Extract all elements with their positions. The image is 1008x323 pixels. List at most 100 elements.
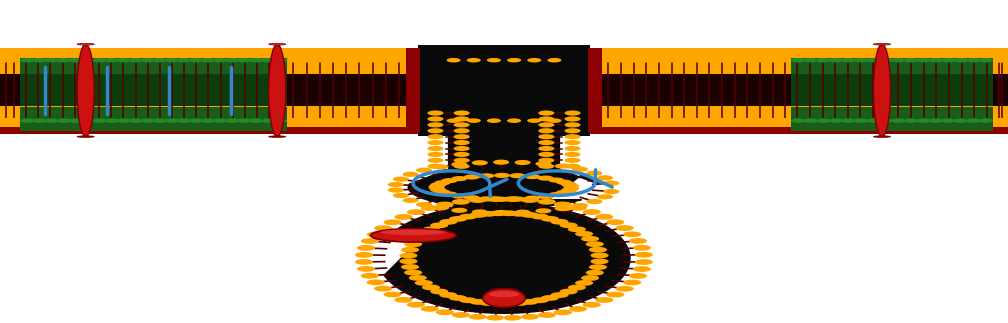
- FancyBboxPatch shape: [0, 48, 418, 132]
- Circle shape: [640, 119, 654, 123]
- Circle shape: [44, 58, 58, 62]
- Circle shape: [434, 180, 451, 185]
- Circle shape: [816, 58, 831, 62]
- Circle shape: [365, 119, 379, 123]
- Circle shape: [589, 247, 607, 253]
- Circle shape: [164, 58, 178, 62]
- Circle shape: [287, 58, 301, 62]
- FancyBboxPatch shape: [590, 48, 600, 132]
- Circle shape: [388, 182, 404, 187]
- Circle shape: [556, 180, 573, 185]
- Circle shape: [627, 58, 641, 62]
- Circle shape: [393, 177, 409, 182]
- Circle shape: [627, 119, 641, 123]
- Circle shape: [550, 292, 569, 298]
- Circle shape: [535, 161, 551, 166]
- Circle shape: [941, 119, 956, 123]
- Circle shape: [439, 219, 458, 225]
- Circle shape: [249, 58, 263, 62]
- Circle shape: [427, 116, 444, 121]
- Ellipse shape: [268, 44, 286, 137]
- Circle shape: [524, 174, 540, 179]
- Ellipse shape: [380, 229, 446, 235]
- Circle shape: [954, 58, 968, 62]
- Circle shape: [469, 299, 487, 305]
- Circle shape: [374, 286, 392, 292]
- Circle shape: [547, 58, 561, 62]
- Circle shape: [606, 219, 624, 225]
- Circle shape: [548, 177, 564, 182]
- Circle shape: [420, 205, 438, 211]
- Circle shape: [559, 222, 578, 228]
- Circle shape: [589, 264, 607, 270]
- Circle shape: [93, 119, 107, 123]
- Circle shape: [633, 245, 651, 251]
- Circle shape: [454, 110, 470, 116]
- Circle shape: [575, 280, 593, 286]
- Circle shape: [420, 306, 438, 312]
- Circle shape: [554, 206, 571, 211]
- Circle shape: [563, 183, 580, 189]
- Circle shape: [480, 211, 498, 217]
- Circle shape: [427, 140, 444, 145]
- FancyBboxPatch shape: [20, 75, 287, 106]
- Circle shape: [652, 58, 666, 62]
- Ellipse shape: [873, 43, 891, 45]
- Circle shape: [616, 286, 634, 292]
- Circle shape: [521, 314, 539, 320]
- Circle shape: [740, 58, 754, 62]
- Circle shape: [422, 226, 440, 232]
- Circle shape: [879, 58, 893, 62]
- Circle shape: [6, 119, 20, 123]
- Circle shape: [129, 119, 143, 123]
- Circle shape: [273, 58, 287, 62]
- Circle shape: [391, 119, 405, 123]
- Circle shape: [538, 122, 554, 128]
- Circle shape: [402, 172, 418, 177]
- Circle shape: [595, 214, 613, 220]
- Circle shape: [493, 160, 509, 165]
- Circle shape: [402, 198, 418, 203]
- Circle shape: [327, 119, 341, 123]
- Circle shape: [447, 119, 461, 123]
- Circle shape: [6, 58, 20, 62]
- Circle shape: [467, 119, 481, 123]
- Circle shape: [715, 58, 729, 62]
- FancyBboxPatch shape: [590, 127, 1008, 134]
- Circle shape: [486, 315, 504, 321]
- Circle shape: [201, 119, 215, 123]
- Circle shape: [201, 58, 215, 62]
- Circle shape: [504, 196, 522, 202]
- Ellipse shape: [268, 43, 286, 45]
- Circle shape: [559, 289, 578, 295]
- Circle shape: [540, 216, 558, 222]
- FancyBboxPatch shape: [418, 45, 590, 136]
- Circle shape: [479, 173, 495, 178]
- Circle shape: [188, 58, 203, 62]
- Circle shape: [727, 58, 741, 62]
- FancyBboxPatch shape: [588, 48, 602, 132]
- Circle shape: [854, 58, 868, 62]
- Circle shape: [537, 194, 553, 199]
- Circle shape: [454, 146, 470, 151]
- Circle shape: [454, 134, 470, 139]
- Circle shape: [538, 164, 554, 169]
- Circle shape: [439, 292, 458, 298]
- Circle shape: [459, 297, 477, 303]
- Circle shape: [117, 119, 131, 123]
- Circle shape: [538, 128, 554, 133]
- Circle shape: [504, 315, 522, 321]
- Circle shape: [414, 280, 432, 286]
- Circle shape: [507, 119, 521, 123]
- Circle shape: [404, 241, 422, 247]
- Circle shape: [152, 119, 166, 123]
- Circle shape: [81, 58, 95, 62]
- Ellipse shape: [371, 229, 456, 242]
- Circle shape: [563, 186, 580, 191]
- Circle shape: [602, 58, 616, 62]
- Ellipse shape: [77, 44, 95, 137]
- Circle shape: [916, 58, 930, 62]
- Circle shape: [572, 167, 588, 172]
- Circle shape: [32, 58, 46, 62]
- Circle shape: [416, 168, 432, 173]
